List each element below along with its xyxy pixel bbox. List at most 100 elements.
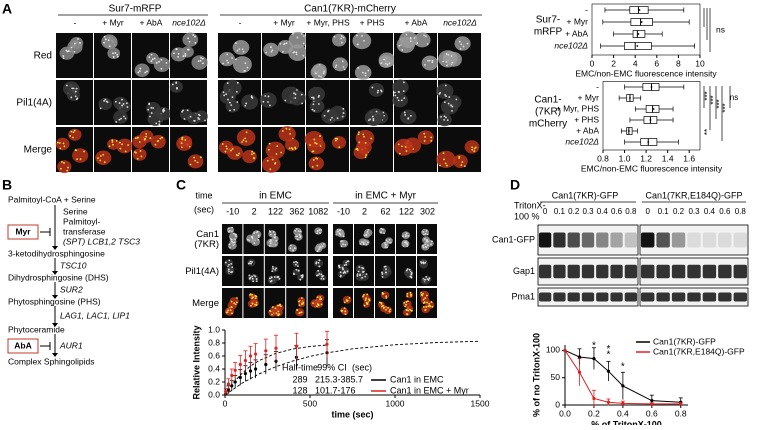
cell (181, 46, 194, 58)
spot (111, 139, 114, 142)
spot (277, 304, 279, 307)
blot-band (596, 264, 609, 279)
spot (103, 35, 106, 38)
spot (264, 95, 267, 97)
cell (263, 42, 279, 57)
spot (314, 141, 316, 144)
spot (134, 137, 137, 140)
blot-band (702, 232, 717, 248)
spot (445, 95, 448, 98)
spot (384, 241, 386, 244)
spot (311, 150, 314, 153)
spot (314, 72, 317, 75)
spot (471, 146, 474, 149)
spot (275, 312, 278, 315)
spot (422, 230, 425, 233)
spot (272, 267, 275, 270)
blot-band (687, 292, 701, 302)
category-label: nce102Δ (554, 40, 588, 50)
x-tick-label: 1500 (471, 398, 490, 408)
x-tick-label: 0.6 (646, 408, 658, 418)
spot (253, 242, 256, 245)
blot-band (656, 292, 670, 302)
spot (251, 277, 254, 280)
spot (171, 83, 174, 86)
cell (400, 109, 417, 125)
spot (370, 137, 373, 140)
spot (427, 305, 430, 308)
spot (422, 233, 425, 236)
spot (406, 292, 409, 295)
spot (339, 271, 342, 274)
x-tick-label: 0.4 (617, 408, 629, 418)
table-header: 99% CI (317, 362, 347, 372)
spot (200, 56, 202, 59)
cell (277, 40, 294, 54)
spot (296, 36, 299, 39)
spot (388, 238, 391, 241)
spot (382, 304, 384, 307)
blot-band (687, 232, 701, 248)
cell (116, 100, 131, 113)
spot (471, 148, 474, 151)
cell (368, 83, 385, 97)
spot (223, 94, 226, 97)
spot (334, 66, 337, 68)
spot (316, 250, 319, 253)
spot (278, 277, 281, 280)
cell (308, 86, 325, 102)
inhibitor-box (7, 338, 39, 354)
x-axis-label: time (sec) (331, 409, 373, 419)
spot (344, 244, 347, 246)
mean (650, 86, 653, 88)
spot (423, 64, 426, 66)
cell (250, 299, 259, 307)
data-point (254, 352, 258, 356)
spot (356, 43, 359, 46)
x-tick-label: 1.0 (619, 153, 631, 163)
spot (335, 139, 337, 142)
blot-band (641, 232, 655, 248)
spot (227, 227, 230, 230)
x-axis-label: EMC/non-EMC fluorescence intensity (581, 163, 723, 173)
spot (401, 49, 404, 51)
spot (443, 115, 446, 118)
spot (422, 298, 425, 301)
spot (397, 99, 400, 102)
spot (409, 275, 412, 278)
category-label: + AbA (565, 28, 588, 38)
row-label: Pil1(4A) (16, 98, 52, 109)
spot (376, 91, 379, 94)
spot (426, 233, 429, 236)
spot (362, 242, 365, 244)
spot (404, 241, 407, 244)
spot (59, 147, 62, 150)
spot (406, 268, 409, 271)
spot (380, 302, 383, 304)
spot (297, 230, 300, 233)
category-label: - (585, 4, 588, 14)
spot (271, 313, 273, 316)
spot (382, 292, 385, 295)
spot (106, 101, 109, 103)
spot (252, 296, 254, 299)
spot (398, 152, 401, 155)
spot (431, 305, 434, 308)
spot (323, 114, 326, 117)
spot (426, 301, 428, 304)
pathway-step: transferase (63, 226, 106, 236)
blot-band (596, 232, 609, 248)
spot (225, 145, 228, 148)
data-point (264, 362, 268, 367)
spot (180, 142, 183, 145)
spot (427, 244, 429, 247)
spot (284, 99, 287, 102)
data-point (621, 401, 625, 405)
time-point: 122 (399, 206, 414, 216)
arrow-head (52, 271, 58, 275)
spot (296, 309, 298, 311)
spot (362, 133, 365, 136)
spot (340, 240, 342, 242)
spot (296, 238, 299, 241)
cell (57, 160, 72, 174)
